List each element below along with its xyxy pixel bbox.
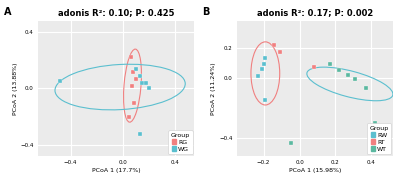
- Text: A: A: [4, 7, 11, 17]
- Point: [287, 141, 294, 144]
- Point: [262, 99, 268, 102]
- Point: [276, 51, 283, 54]
- Legend: RG, WG: RG, WG: [168, 130, 192, 154]
- Point: [126, 115, 132, 118]
- Point: [258, 68, 265, 70]
- Y-axis label: PCoA 2 (13.88%): PCoA 2 (13.88%): [13, 62, 18, 115]
- Point: [139, 81, 146, 84]
- X-axis label: PCoA 1 (17.7%): PCoA 1 (17.7%): [92, 168, 140, 173]
- Point: [311, 66, 317, 69]
- Point: [352, 78, 358, 81]
- Point: [345, 73, 351, 76]
- Point: [127, 56, 134, 59]
- Legend: RW, RT, WT: RW, RT, WT: [367, 123, 391, 154]
- Point: [327, 63, 333, 66]
- Point: [57, 80, 63, 83]
- Point: [136, 132, 143, 135]
- Y-axis label: PCoA 2 (11.24%): PCoA 2 (11.24%): [211, 62, 216, 115]
- Point: [336, 69, 342, 72]
- Point: [363, 87, 369, 90]
- Point: [132, 77, 139, 80]
- Point: [255, 75, 261, 78]
- Point: [271, 43, 278, 46]
- X-axis label: PCoA 1 (15.98%): PCoA 1 (15.98%): [289, 168, 341, 173]
- Point: [132, 67, 139, 70]
- Point: [143, 81, 149, 84]
- Title: adonis R²: 0.17; P: 0.002: adonis R²: 0.17; P: 0.002: [257, 8, 373, 17]
- Point: [130, 70, 136, 73]
- Point: [262, 57, 268, 60]
- Point: [131, 101, 138, 104]
- Text: B: B: [202, 7, 210, 17]
- Point: [372, 122, 378, 125]
- Point: [136, 74, 143, 77]
- Point: [260, 63, 267, 66]
- Point: [146, 87, 152, 90]
- Point: [129, 84, 135, 87]
- Title: adonis R²: 0.10; P: 0.425: adonis R²: 0.10; P: 0.425: [58, 8, 174, 17]
